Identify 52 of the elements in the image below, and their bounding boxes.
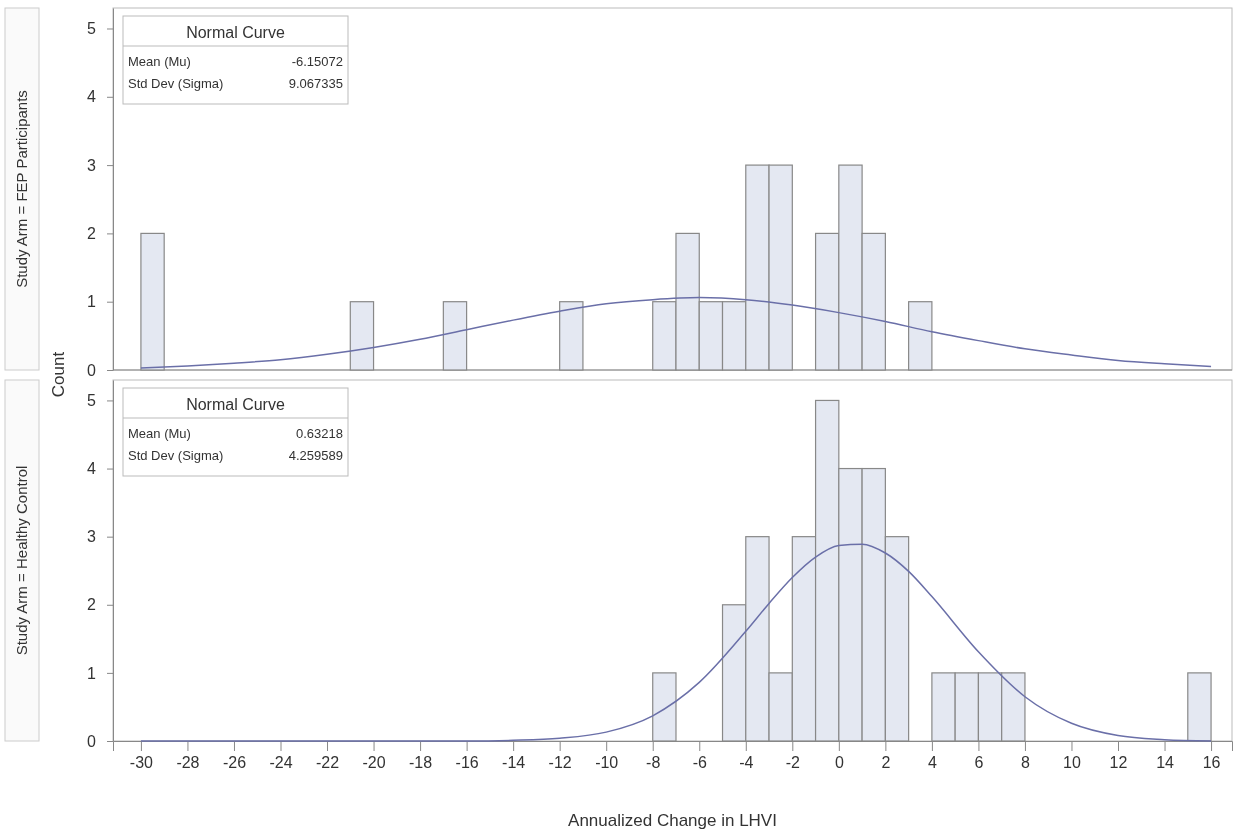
y-tick-label: 2: [87, 596, 97, 614]
x-tick-label: -8: [646, 754, 661, 771]
x-tick-label: 16: [1202, 754, 1221, 771]
y-tick-label: 1: [87, 664, 97, 682]
x-tick-label: -2: [785, 754, 801, 771]
annotation: Std Dev (Sigma): [128, 76, 224, 91]
y-axis-title: Count: [49, 351, 68, 398]
x-tick-label: -22: [315, 754, 340, 771]
y-tick-label: 0: [87, 361, 97, 379]
x-tick-label: 0: [834, 754, 844, 771]
line-series: [140, 296, 1212, 369]
x-tick-label: 12: [1109, 754, 1128, 771]
annotation: Mean (Mu): [128, 426, 191, 441]
y-tick-label: 2: [87, 225, 97, 243]
annotation: -6.15072: [291, 54, 343, 69]
y-tick-label: 0: [87, 732, 97, 750]
x-tick-label: -16: [455, 754, 479, 771]
x-tick-label: -26: [222, 754, 247, 771]
x-tick-label: -24: [269, 754, 293, 771]
line-series: [140, 543, 1212, 742]
y-tick-label: 3: [87, 528, 97, 546]
text: Study Arm = FEP Participants: [13, 90, 30, 288]
annotation: Normal Curve: [186, 396, 285, 413]
annotation: 9.067335: [288, 76, 343, 91]
y-tick-label: 4: [87, 88, 97, 106]
annotation: Std Dev (Sigma): [128, 448, 224, 463]
annotation: 4.259589: [288, 448, 343, 463]
x-tick-label: -6: [692, 754, 707, 771]
x-axis-title: Annualized Change in LHVI: [568, 811, 777, 830]
y-tick-label: 3: [87, 156, 97, 174]
y-tick-label: 1: [87, 293, 97, 311]
x-tick-label: 2: [881, 754, 891, 771]
y-tick-label: 5: [87, 392, 97, 410]
x-tick-label: -4: [739, 754, 754, 771]
x-tick-label: 10: [1063, 754, 1081, 771]
x-tick-label: -20: [362, 754, 386, 771]
annotation: Normal Curve: [186, 24, 285, 41]
x-tick-label: 6: [974, 754, 984, 771]
x-tick-label: -14: [502, 754, 526, 771]
y-tick-label: 4: [87, 460, 97, 478]
y-tick-label: 5: [87, 20, 97, 38]
x-tick-label: 14: [1156, 754, 1175, 771]
x-tick-label: -18: [409, 754, 433, 771]
x-tick-label: -12: [548, 754, 572, 771]
x-tick-label: -28: [176, 754, 200, 771]
annotation: 0.63218: [296, 426, 343, 441]
x-tick-label: -10: [595, 754, 619, 771]
x-tick-label: -30: [129, 754, 154, 771]
annotation: Mean (Mu): [128, 54, 191, 69]
x-tick-label: 4: [927, 754, 937, 771]
x-tick-label: 8: [1021, 754, 1030, 771]
text: Study Arm = Healthy Control: [13, 465, 30, 656]
